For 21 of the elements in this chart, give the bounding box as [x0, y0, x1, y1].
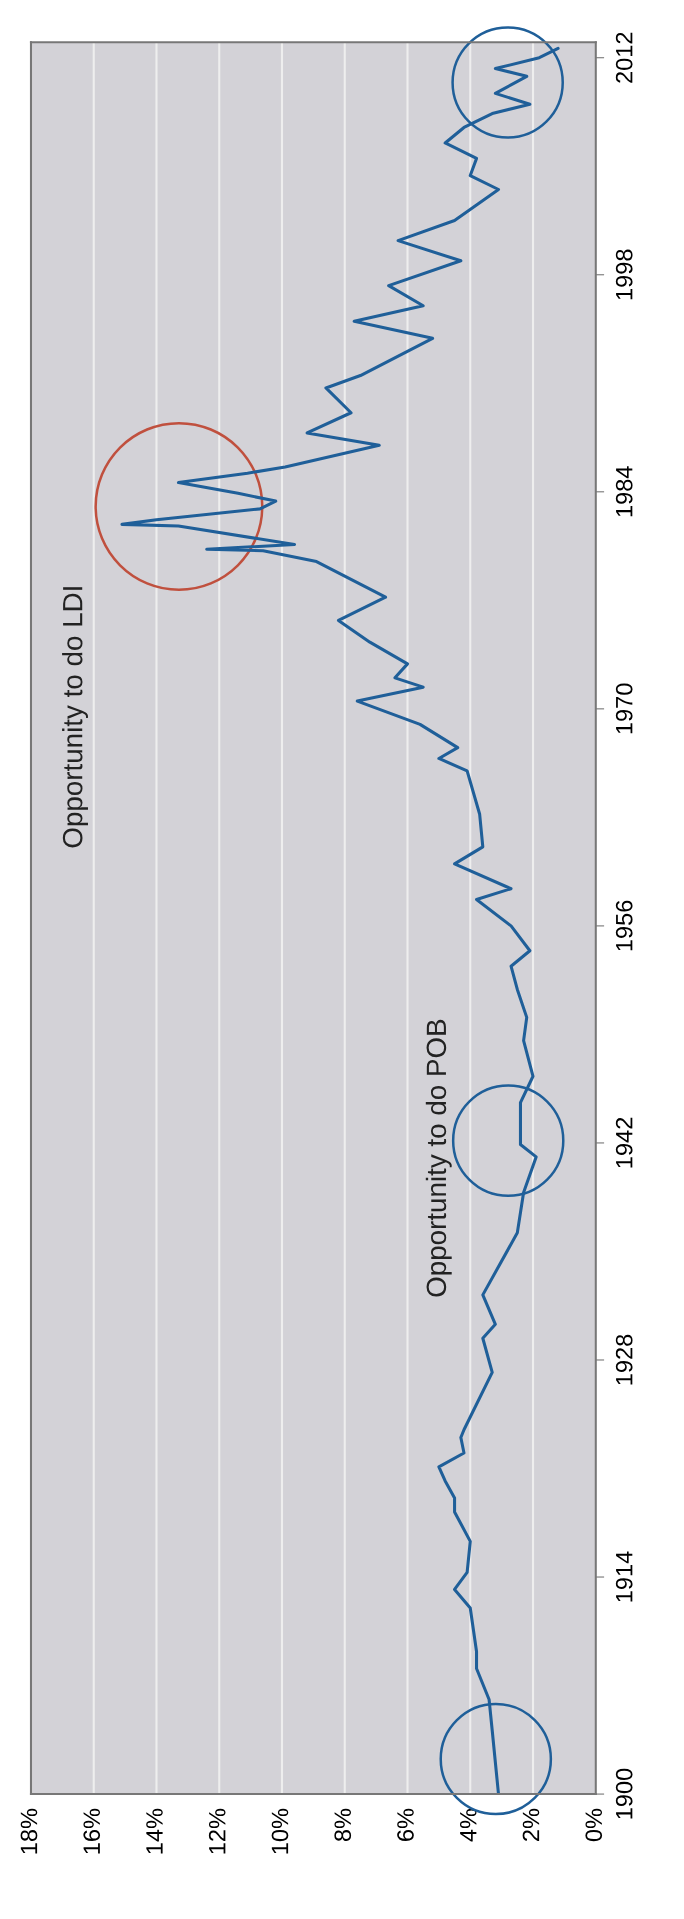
y-tick-label: 1984: [615, 466, 633, 517]
x-tick-label: 8%: [334, 1808, 352, 1842]
y-tick-label: 1928: [615, 1334, 633, 1385]
y-tick-label: 1956: [615, 900, 633, 951]
y-tick-label: 2012: [615, 32, 633, 83]
x-tick-label: 10%: [271, 1808, 289, 1854]
x-tick-label: 16%: [83, 1808, 101, 1854]
y-tick-label: 1914: [615, 1551, 633, 1602]
y-tick-label: 1900: [615, 1768, 633, 1819]
x-tick-label: 12%: [208, 1808, 226, 1854]
x-tick-label: 6%: [397, 1808, 414, 1841]
x-tick-label: 18%: [20, 1808, 38, 1854]
x-tick-label: 4%: [459, 1808, 477, 1842]
x-tick-label: 0%: [585, 1808, 603, 1842]
annotation: Opportunity to do POB: [425, 1019, 452, 1297]
y-tick-label: 1998: [615, 249, 633, 300]
y-tick-label: 1970: [615, 683, 633, 734]
x-tick-label: 2%: [522, 1808, 540, 1841]
annotation: Opportunity to do LDI: [62, 587, 88, 848]
x-tick-label: 14%: [146, 1808, 163, 1854]
y-tick-label: 1942: [615, 1117, 633, 1168]
